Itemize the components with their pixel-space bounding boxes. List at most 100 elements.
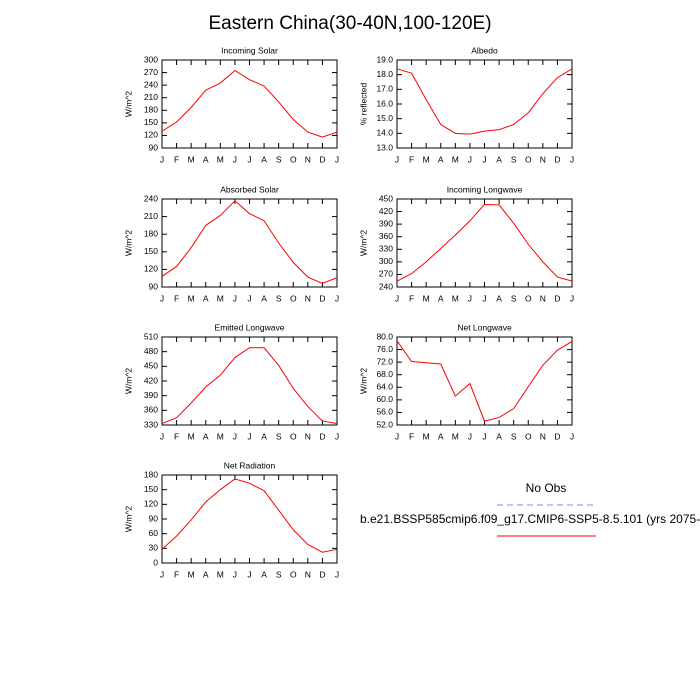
y-tick-label: 19.0 <box>376 54 393 64</box>
x-tick-label: F <box>409 154 414 164</box>
y-tick-label: 80.0 <box>376 331 393 341</box>
x-tick-label: A <box>203 569 209 579</box>
figure-title: Eastern China(30-40N,100-120E) <box>208 13 491 34</box>
y-tick-label: 15.0 <box>376 113 393 123</box>
plot-frame <box>161 336 338 426</box>
x-tick-label: A <box>438 293 444 303</box>
x-tick-label: M <box>188 154 195 164</box>
x-tick-label: O <box>290 431 297 441</box>
x-tick-label: D <box>319 154 325 164</box>
x-tick-label: A <box>261 154 267 164</box>
y-tick-label: 390 <box>379 218 393 228</box>
y-tick-label: 240 <box>144 79 158 89</box>
x-tick-label: D <box>319 293 325 303</box>
x-tick-label: O <box>525 431 532 441</box>
panel-title: Emitted Longwave <box>215 322 285 332</box>
x-tick-label: M <box>188 431 195 441</box>
x-tick-label: J <box>482 154 486 164</box>
y-tick-label: 270 <box>144 67 158 77</box>
y-tick-label: 450 <box>379 193 393 203</box>
x-tick-label: M <box>423 431 430 441</box>
x-tick-label: A <box>496 154 502 164</box>
x-tick-label: O <box>525 154 532 164</box>
x-tick-label: M <box>423 154 430 164</box>
x-tick-label: A <box>496 293 502 303</box>
y-tick-label: 90 <box>149 142 159 152</box>
x-tick-label: A <box>261 569 267 579</box>
x-tick-label: J <box>482 293 486 303</box>
x-tick-label: F <box>409 431 414 441</box>
x-tick-label: J <box>468 431 472 441</box>
y-tick-label: 150 <box>144 246 158 256</box>
panel-title: Absorbed Solar <box>220 184 279 194</box>
panel-title: Incoming Solar <box>221 45 278 55</box>
y-axis-label: W/m^2 <box>123 230 133 256</box>
x-tick-label: A <box>203 293 209 303</box>
x-tick-label: J <box>335 431 339 441</box>
panel-title: Net Radiation <box>224 460 276 470</box>
legend-label: b.e21.BSSP585cmip6.f09_g17.CMIP6-SSP5-8.… <box>360 512 700 526</box>
x-tick-label: M <box>188 569 195 579</box>
x-tick-label: O <box>290 293 297 303</box>
plot-frame <box>161 59 338 149</box>
x-tick-label: M <box>217 569 224 579</box>
x-tick-label: A <box>203 154 209 164</box>
x-tick-label: J <box>570 293 574 303</box>
plot-frame <box>396 336 573 426</box>
x-tick-label: J <box>233 154 237 164</box>
plot-frame <box>396 59 573 149</box>
x-tick-label: J <box>247 293 251 303</box>
x-tick-label: J <box>335 154 339 164</box>
y-tick-label: 16.0 <box>376 98 393 108</box>
x-tick-label: N <box>540 431 546 441</box>
y-tick-label: 30 <box>149 543 159 553</box>
y-tick-label: 150 <box>144 117 158 127</box>
y-tick-label: 180 <box>144 469 158 479</box>
data-line <box>396 340 573 422</box>
x-tick-label: A <box>438 431 444 441</box>
data-line <box>396 203 573 282</box>
x-tick-label: M <box>188 293 195 303</box>
x-tick-label: J <box>160 154 164 164</box>
x-tick-label: S <box>511 154 517 164</box>
y-tick-label: 76.0 <box>376 344 393 354</box>
y-tick-label: 300 <box>144 54 158 64</box>
x-tick-label: J <box>395 154 399 164</box>
x-tick-label: J <box>247 431 251 441</box>
y-tick-label: 390 <box>144 390 158 400</box>
y-axis-label: % reflected <box>358 82 368 125</box>
y-tick-label: 330 <box>144 419 158 429</box>
x-tick-label: J <box>468 154 472 164</box>
x-tick-label: D <box>554 431 560 441</box>
x-tick-label: A <box>438 154 444 164</box>
x-tick-label: J <box>247 569 251 579</box>
x-tick-label: S <box>511 431 517 441</box>
y-tick-label: 56.0 <box>376 407 393 417</box>
x-tick-label: J <box>160 293 164 303</box>
y-tick-label: 450 <box>144 361 158 371</box>
data-line <box>396 68 573 135</box>
x-tick-label: S <box>276 154 282 164</box>
x-tick-label: O <box>525 293 532 303</box>
x-tick-label: D <box>319 431 325 441</box>
x-tick-label: J <box>570 154 574 164</box>
y-tick-label: 14.0 <box>376 128 393 138</box>
y-tick-label: 300 <box>379 256 393 266</box>
x-tick-label: N <box>540 293 546 303</box>
y-tick-label: 18.0 <box>376 69 393 79</box>
x-tick-label: M <box>423 293 430 303</box>
panel-title: Albedo <box>471 45 498 55</box>
data-line <box>161 69 338 138</box>
panel-title: Net Longwave <box>457 322 512 332</box>
y-tick-label: 90 <box>149 281 159 291</box>
x-tick-label: A <box>261 431 267 441</box>
y-tick-label: 360 <box>144 405 158 415</box>
plot-frame <box>161 198 338 288</box>
y-axis-label: W/m^2 <box>123 506 133 532</box>
x-tick-label: M <box>217 293 224 303</box>
y-tick-label: 52.0 <box>376 419 393 429</box>
y-tick-label: 180 <box>144 228 158 238</box>
x-tick-label: J <box>160 431 164 441</box>
y-tick-label: 0 <box>153 557 158 567</box>
